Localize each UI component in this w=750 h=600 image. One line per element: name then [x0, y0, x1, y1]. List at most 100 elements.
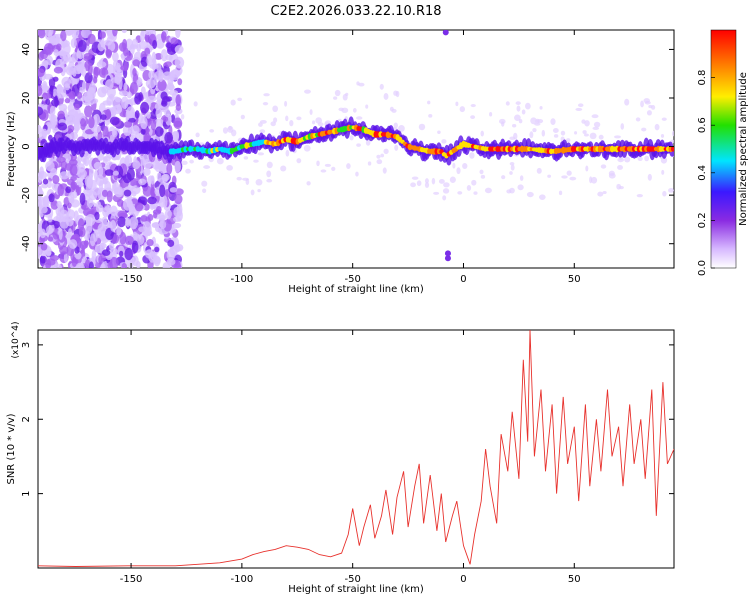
spectrogram-noise-blob — [107, 261, 113, 268]
spectrogram-noise-blob — [46, 55, 54, 66]
spectrogram-faint-blob — [424, 178, 429, 184]
spectrogram-faint-blob — [470, 115, 476, 120]
spectrogram-noise-blob — [143, 221, 151, 232]
spectrogram-noise-blob — [57, 110, 65, 119]
spectrogram-noise-blob — [38, 68, 45, 78]
spectrogram-faint-blob — [418, 123, 426, 131]
spectrogram-faint-blob — [355, 116, 363, 120]
spectrogram-noise-blob — [49, 117, 57, 129]
spectrogram-noise-blob — [40, 85, 50, 92]
spectrogram-faint-blob — [262, 101, 269, 106]
spectrogram-noise-blob — [113, 181, 120, 193]
spectrogram-noise-blob — [120, 96, 129, 109]
spectrogram-faint-blob — [431, 177, 436, 185]
spectrogram-noise-blob — [131, 125, 140, 135]
spectrogram-noise-blob — [48, 134, 53, 142]
spectrogram-noise-blob — [150, 175, 155, 185]
spectrogram-noise-blob — [97, 41, 105, 52]
spectrogram-noise-blob — [38, 206, 48, 214]
spectrogram-noise-blob — [50, 114, 57, 121]
spectrogram-y-tick-label: 20 — [21, 92, 32, 105]
spectrogram-faint-blob — [324, 163, 331, 167]
spectrogram-faint-blob — [514, 114, 521, 122]
spectrogram-faint-blob — [334, 89, 341, 97]
spectrogram-faint-blob — [614, 135, 621, 139]
spectrogram-faint-blob — [617, 157, 625, 163]
colorbar-tick-label: 0.6 — [697, 117, 708, 133]
spectrogram-isolated-blob — [442, 30, 449, 36]
spectrogram-faint-blob — [589, 132, 597, 140]
spectrogram-noise-blob — [112, 51, 119, 62]
spectrogram-x-tick-label: -50 — [345, 274, 361, 285]
spectrogram-faint-blob — [365, 104, 369, 109]
spectrogram-faint-blob — [661, 169, 665, 175]
spectrogram-noise-blob — [53, 263, 62, 268]
spectrogram-faint-blob — [311, 120, 316, 125]
spectrogram-faint-blob — [473, 191, 478, 195]
spectrogram-faint-blob — [257, 152, 265, 156]
spectrogram-noise-blob — [56, 200, 62, 208]
spectrogram-noise-blob — [38, 185, 43, 199]
spectrogram-noise-blob — [151, 222, 160, 229]
spectrogram-noise-blob — [68, 239, 78, 250]
spectrogram-noise-blob — [101, 216, 108, 226]
spectrogram-faint-blob — [442, 188, 450, 194]
spectrogram-faint-blob — [591, 114, 599, 119]
spectrogram-faint-blob — [237, 97, 243, 102]
spectrogram-noise-blob — [118, 90, 129, 96]
snr-x-ticks: -150 -100 -50 0 50 — [120, 330, 581, 585]
spectrogram-noise-blob — [57, 86, 67, 99]
spectrogram-x-ticks: -150 -100 -50 0 50 — [120, 30, 581, 285]
spectrogram-noise-blob — [84, 259, 91, 268]
spectrogram-noise-blob — [78, 262, 84, 268]
spectrogram-noise-blob — [174, 45, 184, 54]
spectrogram-noise-blob — [142, 158, 153, 169]
spectrogram-noise-blob — [59, 171, 70, 180]
spectrogram-noise-blob — [39, 228, 46, 239]
spectrogram-noise-blob — [47, 215, 53, 223]
spectrogram-noise-blob — [166, 248, 176, 262]
snr-y-tick-label: 2 — [21, 416, 32, 422]
spectrogram-noise-blob — [132, 59, 141, 67]
spectrogram-faint-blob — [341, 107, 349, 114]
spectrogram-noise-blob — [173, 216, 181, 223]
spectrogram-noise-blob — [131, 240, 139, 254]
spectrogram-x-label: Height of straight line (km) — [288, 284, 424, 295]
spectrogram-noise-blob — [65, 30, 75, 35]
spectrogram-noise-blob — [53, 66, 63, 74]
spectrogram-noise-blob — [91, 125, 101, 134]
spectrogram-faint-blob — [376, 159, 383, 165]
spectrogram-faint-blob — [391, 108, 397, 113]
spectrogram-noise-blob — [38, 170, 48, 180]
spectrogram-noise-blob — [164, 108, 171, 118]
spectrogram-faint-blob — [428, 114, 433, 118]
spectrogram-faint-blob — [660, 133, 665, 138]
spectrogram-noise-blob — [77, 39, 87, 53]
spectrogram-noise-blob — [52, 88, 58, 97]
spectrogram-y-tick-label: 40 — [21, 43, 32, 56]
spectrogram-faint-blob — [226, 165, 233, 171]
spectrogram-noise-blob — [129, 81, 138, 95]
spectrogram-noise-blob — [70, 180, 76, 193]
spectrogram-x-tick-label: 50 — [568, 274, 581, 285]
spectrogram-noise-blob — [151, 57, 157, 71]
spectrogram-noise-blob — [158, 69, 164, 82]
spectrogram-faint-blob — [266, 178, 273, 183]
snr-y-label: SNR (10 * v/v) — [6, 413, 17, 484]
spectrogram-faint-blob — [519, 175, 524, 181]
spectrogram-noise-blob — [117, 64, 122, 73]
spectrogram-faint-blob — [236, 176, 242, 181]
spectrogram-faint-blob — [512, 123, 517, 128]
spectrogram-noise-blob — [140, 101, 150, 114]
spectrogram-faint-blob — [565, 138, 571, 143]
spectrogram-noise-blob — [72, 191, 78, 199]
spectrogram-noise-blob — [109, 134, 115, 143]
spectrogram-faint-blob — [201, 180, 208, 187]
spectrogram-noise-blob — [88, 116, 95, 129]
colorbar-ramp — [710, 29, 737, 269]
spectrogram-faint-blob — [185, 168, 191, 174]
spectrogram-noise-blob — [154, 246, 160, 253]
spectrogram-faint-blob — [641, 127, 647, 132]
spectrogram-noise-blob — [174, 56, 185, 69]
spectrogram-noise-blob — [73, 121, 81, 131]
